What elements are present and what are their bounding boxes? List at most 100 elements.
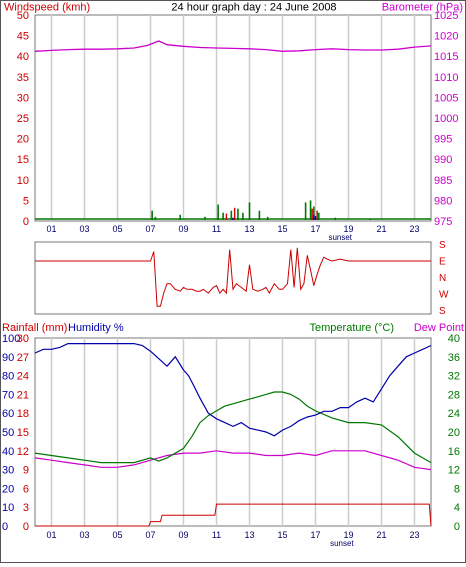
- humidity-tick-label: 50: [2, 427, 14, 439]
- y2-tick-label: 990: [434, 154, 452, 166]
- rainfall-tick-label: 9: [23, 465, 29, 477]
- rainfall-tick-label: 15: [17, 427, 29, 439]
- x-tick-label: 23: [409, 530, 419, 540]
- humidity-tick-label: 10: [2, 502, 14, 514]
- plot-area: [34, 14, 432, 222]
- rainfall-line: [35, 503, 432, 527]
- humidity-tick-label: 80: [2, 371, 14, 383]
- rainfall-tick-label: 24: [17, 371, 29, 383]
- rainfall-tick-label: 12: [17, 446, 29, 458]
- windspeed-axis-label: Windspeed (kmh): [4, 2, 90, 14]
- humidity-tick-label: 0: [2, 521, 8, 533]
- temperature-tick-label: 24: [448, 408, 460, 420]
- y-tick-label: 30: [17, 92, 29, 104]
- x-tick-label: 19: [343, 530, 353, 540]
- humidity-tick-label: 70: [2, 389, 14, 401]
- y2-tick-label: 995: [434, 134, 452, 146]
- chart-title: 24 hour graph day : 24 June 2008: [171, 2, 336, 14]
- humidity-temperature-chart: 01 03 05 07 09 11 13 15 17 19 21 23sunset0102030405…: [2, 333, 460, 548]
- plot-area: [34, 241, 432, 315]
- x-tick-label: 01: [46, 530, 56, 540]
- y-tick-label: 50: [17, 10, 29, 22]
- dewpoint-axis-label: Dew Point: [414, 322, 464, 334]
- x-tick-label: 15: [277, 224, 287, 234]
- x-tick-label: 17: [310, 224, 320, 234]
- x-tick-label: 07: [145, 530, 155, 540]
- y-tick-label: 20: [17, 134, 29, 146]
- y-tick-label: 35: [17, 72, 29, 84]
- x-tick-label: 13: [244, 224, 254, 234]
- temperature-tick-label: 32: [448, 371, 460, 383]
- rainfall-tick-label: 18: [17, 408, 29, 420]
- temperature-tick-label: 0: [454, 521, 460, 533]
- temperature-tick-label: 20: [448, 427, 460, 439]
- temperature-tick-label: 4: [454, 502, 460, 514]
- x-tick-label: 11: [212, 224, 221, 234]
- y2-tick-label: 980: [434, 195, 452, 207]
- y2-tick-label: 1010: [434, 72, 458, 84]
- direction-label: E: [439, 257, 446, 268]
- rainfall-tick-label: 3: [23, 502, 29, 514]
- plot-area: [34, 337, 432, 527]
- x-tick-label: 05: [112, 224, 122, 234]
- humidity-tick-label: 60: [2, 408, 14, 420]
- y2-tick-label: 1020: [434, 31, 458, 43]
- direction-label: N: [439, 273, 446, 284]
- y-tick-label: 0: [23, 216, 29, 228]
- rainfall-tick-label: 6: [23, 483, 29, 495]
- x-tick-label: 07: [145, 224, 155, 234]
- x-tick-label: 09: [178, 530, 188, 540]
- temperature-tick-label: 16: [448, 446, 460, 458]
- y2-tick-label: 1025: [434, 10, 458, 22]
- x-tick-label: 11: [212, 530, 221, 540]
- x-tick-label: 21: [376, 530, 386, 540]
- x-tick-label: 13: [244, 530, 254, 540]
- y2-tick-label: 1000: [434, 113, 458, 125]
- sunset-label: sunset: [330, 539, 354, 548]
- humidity-line: [34, 343, 432, 437]
- y2-tick-label: 1015: [434, 51, 458, 63]
- barometer-line: [34, 40, 432, 52]
- temperature-tick-label: 36: [448, 352, 460, 364]
- y2-tick-label: 985: [434, 175, 452, 187]
- humidity-tick-label: 40: [2, 446, 14, 458]
- sunset-label: sunset: [328, 233, 352, 242]
- rainfall-tick-label: 30: [17, 333, 29, 345]
- humidity-tick-label: 90: [2, 352, 14, 364]
- temperature-tick-label: 40: [448, 333, 460, 345]
- x-tick-label: 05: [112, 530, 122, 540]
- y-tick-label: 5: [23, 195, 29, 207]
- temperature-tick-label: 8: [454, 483, 460, 495]
- x-tick-label: 03: [79, 224, 89, 234]
- y-tick-label: 45: [17, 31, 29, 43]
- direction-label: W: [439, 290, 449, 301]
- wind-direction-line: [35, 247, 431, 307]
- rainfall-tick-label: 0: [23, 521, 29, 533]
- chart-labels: 24 hour graph day : 24 June 2008 Windspe…: [2, 2, 464, 335]
- x-tick-label: 23: [409, 224, 419, 234]
- barometer-axis-label: Barometer (hPa): [382, 2, 463, 14]
- rainfall-tick-label: 21: [17, 389, 29, 401]
- direction-label: S: [439, 306, 446, 317]
- x-tick-label: 19: [343, 224, 353, 234]
- rainfall-axis-label: Rainfall (mm): [2, 322, 67, 334]
- y-tick-label: 40: [17, 51, 29, 63]
- y2-tick-label: 1005: [434, 92, 458, 104]
- x-tick-label: 01: [46, 224, 56, 234]
- x-tick-label: 17: [310, 530, 320, 540]
- x-tick-label: 15: [277, 530, 287, 540]
- temperature-tick-label: 28: [448, 389, 460, 401]
- x-tick-label: 03: [79, 530, 89, 540]
- temperature-axis-label: Temperature (°C): [310, 322, 394, 334]
- humidity-tick-label: 20: [2, 483, 14, 495]
- direction-label: S: [439, 240, 446, 251]
- y-tick-label: 25: [17, 113, 29, 125]
- x-tick-label: 09: [178, 224, 188, 234]
- x-tick-label: 21: [376, 224, 386, 234]
- temperature-tick-label: 12: [448, 465, 460, 477]
- humidity-tick-label: 30: [2, 465, 14, 477]
- temperature-line: [34, 391, 432, 464]
